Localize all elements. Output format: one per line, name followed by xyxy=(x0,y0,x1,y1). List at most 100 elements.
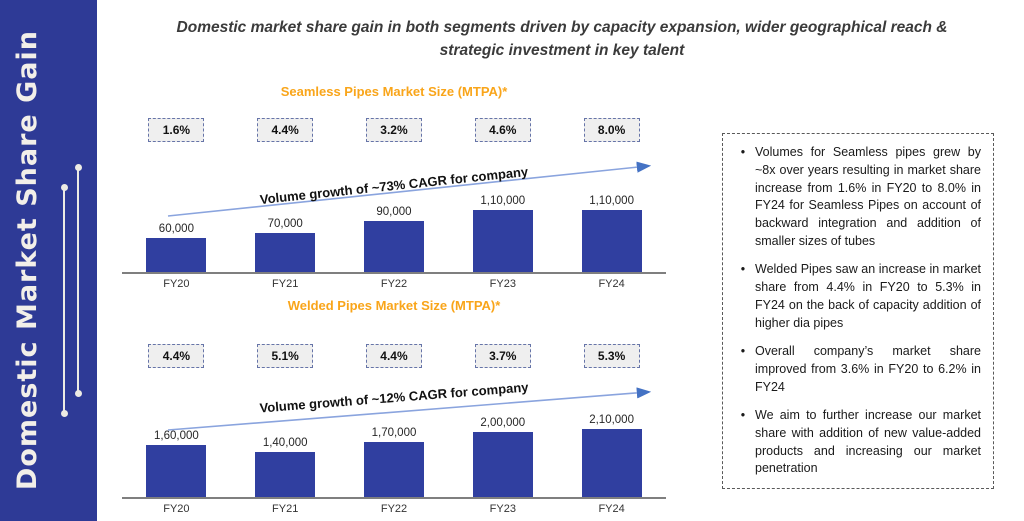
decorative-line xyxy=(77,169,79,393)
bar xyxy=(581,429,642,497)
x-axis-tick-label: FY22 xyxy=(380,503,408,515)
bar xyxy=(146,445,207,497)
slide-header: Domestic market share gain in both segme… xyxy=(110,16,1014,63)
growth-arrow-icon xyxy=(167,161,652,217)
bullet-item: • We aim to further increase our market s… xyxy=(731,407,981,478)
bar xyxy=(363,442,424,497)
x-axis-tick-label: FY20 xyxy=(163,278,190,290)
market-share-badges-row: 4.4% 5.1% 4.4% 3.7% 5.3% xyxy=(122,344,666,368)
bullet-item: • Welded Pipes saw an increase in market … xyxy=(731,261,981,332)
market-share-badge: 3.2% xyxy=(365,118,422,142)
badge-cell: 4.4% xyxy=(231,118,340,142)
bullet-marker: • xyxy=(740,408,746,422)
bar xyxy=(255,233,316,272)
bullet-text: Overall company’s market share improved … xyxy=(755,344,981,394)
badge-cell: 5.3% xyxy=(557,344,666,368)
bar-value-label: 1,10,000 xyxy=(589,195,634,207)
badge-cell: 4.4% xyxy=(122,344,231,368)
bar-value-label: 60,000 xyxy=(158,223,194,235)
market-share-badge: 4.4% xyxy=(148,344,205,368)
decorative-dot xyxy=(60,410,68,417)
bar xyxy=(472,210,533,272)
bars-row: 60,000 70,000 90,000 1,10,000 1,10,000 xyxy=(122,172,666,272)
badge-cell: 1.6% xyxy=(122,118,231,142)
market-share-badge: 4.4% xyxy=(365,344,422,368)
x-axis-tick-label: FY20 xyxy=(163,503,190,515)
bar-value-label: 90,000 xyxy=(376,206,412,218)
decorative-dot xyxy=(74,164,82,171)
bullet-item: • Volumes for Seamless pipes grew by ~8x … xyxy=(731,144,981,251)
bar-column: 1,10,000 xyxy=(557,195,666,272)
chart-title: Welded Pipes Market Size (MTPA)* xyxy=(287,298,501,313)
badge-cell: 4.6% xyxy=(448,118,557,142)
bar-value-label: 1,40,000 xyxy=(262,437,308,449)
x-axis-tick-label: FY22 xyxy=(380,278,408,290)
x-axis-tick-label: FY21 xyxy=(272,503,299,515)
bullet-marker: • xyxy=(740,344,746,358)
market-share-badge: 3.7% xyxy=(474,344,531,368)
bullet-text: Welded Pipes saw an increase in market s… xyxy=(755,262,981,330)
bar xyxy=(581,210,642,272)
growth-arrow-icon xyxy=(167,387,652,431)
market-share-badge: 4.4% xyxy=(257,118,314,142)
bullet-marker: • xyxy=(740,145,746,159)
decorative-line xyxy=(63,189,65,413)
sidebar-title-wrap: Domestic Market Share Gain xyxy=(0,0,97,521)
bar-column: 2,00,000 xyxy=(448,417,557,497)
bar xyxy=(472,432,533,497)
badge-cell: 4.4% xyxy=(340,344,449,368)
welded-pipes-chart: Welded Pipes Market Size (MTPA)* 4.4% 5.1… xyxy=(122,298,666,520)
page-title: Domestic market share gain in both segme… xyxy=(176,19,948,60)
bar xyxy=(146,238,207,272)
growth-arrow-wrap: Volume growth of ~73% CAGR for company xyxy=(122,158,666,224)
bar xyxy=(363,221,424,272)
bullet-marker: • xyxy=(740,262,746,277)
bar-value-label: 1,10,000 xyxy=(480,195,526,207)
bar-column: 1,40,000 xyxy=(231,437,340,497)
x-axis-labels: FY20 FY21 FY22 FY23 FY24 xyxy=(122,278,666,290)
bar xyxy=(255,452,316,497)
commentary-box: • Volumes for Seamless pipes grew by ~8x … xyxy=(722,133,994,489)
badge-cell: 5.1% xyxy=(231,344,340,368)
decorative-dot xyxy=(74,390,82,397)
bar-column: 60,000 xyxy=(122,223,231,272)
x-axis-line xyxy=(122,497,666,499)
bar-value-label: 70,000 xyxy=(267,218,303,230)
market-share-badges-row: 1.6% 4.4% 3.2% 4.6% 8.0% xyxy=(122,118,666,142)
decorative-dot xyxy=(60,184,68,191)
x-axis-tick-label: FY21 xyxy=(272,278,299,290)
growth-arrow-wrap: Volume growth of ~12% CAGR for company xyxy=(122,379,666,438)
bar-column: 90,000 xyxy=(340,206,449,272)
x-axis-line xyxy=(122,272,666,274)
sidebar-title: Domestic Market Share Gain xyxy=(12,30,43,491)
x-axis-tick-label: FY24 xyxy=(598,503,625,515)
bullet-text: Volumes for Seamless pipes grew by ~8x o… xyxy=(755,145,981,248)
market-share-badge: 4.6% xyxy=(474,118,531,142)
chart-title: Seamless Pipes Market Size (MTPA)* xyxy=(280,84,508,99)
seamless-pipes-chart: Seamless Pipes Market Size (MTPA)* 1.6% 4… xyxy=(122,84,666,296)
x-axis-tick-label: FY24 xyxy=(598,278,625,290)
bar-value-label: 2,10,000 xyxy=(589,414,634,426)
x-axis-labels: FY20 FY21 FY22 FY23 FY24 xyxy=(122,503,666,515)
badge-cell: 3.7% xyxy=(448,344,557,368)
bar-value-label: 2,00,000 xyxy=(480,417,526,429)
bullet-text: We aim to further increase our market sh… xyxy=(755,408,981,476)
market-share-badge: 1.6% xyxy=(148,118,205,142)
bars-row: 1,60,000 1,40,000 1,70,000 2,00,000 2,10,000 xyxy=(122,393,666,497)
bar-column: 70,000 xyxy=(231,218,340,272)
bar-column: 1,60,000 xyxy=(122,430,231,497)
bar-column: 1,10,000 xyxy=(448,195,557,272)
bar-column: 1,70,000 xyxy=(340,427,449,497)
bullet-item: • Overall company’s market share improved… xyxy=(731,343,981,396)
badge-cell: 3.2% xyxy=(340,118,449,142)
x-axis-tick-label: FY23 xyxy=(489,503,516,515)
bar-column: 2,10,000 xyxy=(557,414,666,497)
bar-value-label: 1,60,000 xyxy=(154,430,199,442)
badge-cell: 8.0% xyxy=(557,118,666,142)
x-axis-tick-label: FY23 xyxy=(489,278,516,290)
market-share-badge: 5.1% xyxy=(257,344,314,368)
sidebar: Domestic Market Share Gain xyxy=(0,0,97,521)
bar-value-label: 1,70,000 xyxy=(371,427,417,439)
market-share-badge: 5.3% xyxy=(583,344,640,368)
